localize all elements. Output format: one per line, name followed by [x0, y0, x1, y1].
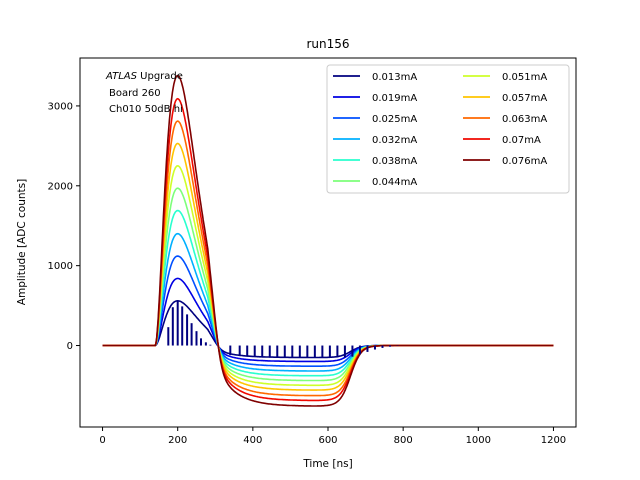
- x-tick-label: 600: [318, 435, 337, 446]
- y-axis-label: Amplitude [ADC counts]: [16, 179, 28, 305]
- legend-label: 0.07mA: [502, 135, 541, 146]
- legend-label: 0.044mA: [372, 177, 417, 188]
- legend-label: 0.019mA: [372, 93, 417, 104]
- y-tick-label: 3000: [48, 101, 73, 112]
- legend-label: 0.025mA: [372, 114, 417, 125]
- legend: 0.013mA 0.019mA 0.025mA 0.032mA 0.038mA 0.044…: [326, 64, 570, 194]
- legend-label: 0.013mA: [372, 72, 417, 83]
- annotation-line-2: Board 260: [109, 88, 161, 99]
- x-axis-label: Time [ns]: [302, 458, 352, 470]
- legend-label: 0.057mA: [502, 93, 547, 104]
- x-tick-label: 200: [168, 435, 187, 446]
- curves-group: [102, 74, 554, 407]
- y-tick-label: 1000: [48, 261, 73, 272]
- x-axis-ticks: 0 200 400 600 800 1000 1200: [99, 427, 566, 446]
- x-tick-label: 800: [394, 435, 413, 446]
- sample-markers-group: [167, 300, 399, 358]
- series-line-10: [102, 74, 554, 407]
- annotation-line-1: ATLAS Upgrade: [105, 71, 183, 82]
- x-tick-label: 400: [243, 435, 262, 446]
- x-tick-label: 1000: [466, 435, 491, 446]
- y-tick-label: 2000: [48, 181, 73, 192]
- legend-label: 0.038mA: [372, 156, 417, 167]
- legend-label: 0.076mA: [502, 156, 547, 167]
- x-tick-label: 1200: [541, 435, 566, 446]
- atlas-annotation: ATLAS Upgrade Board 260 Ch010 50dB hi: [105, 71, 183, 115]
- annotation-line-3: Ch010 50dB hi: [109, 104, 183, 115]
- y-axis-ticks: 0 1000 2000 3000: [48, 101, 80, 352]
- annotation-atlas: ATLAS: [105, 71, 138, 82]
- legend-label: 0.063mA: [502, 114, 547, 125]
- chart-title: run156: [306, 37, 349, 51]
- x-tick-label: 0: [99, 435, 105, 446]
- legend-box: [326, 64, 570, 194]
- legend-label: 0.032mA: [372, 135, 417, 146]
- annotation-upgrade: Upgrade: [137, 71, 183, 82]
- y-tick-label: 0: [67, 341, 73, 352]
- legend-label: 0.051mA: [502, 72, 547, 83]
